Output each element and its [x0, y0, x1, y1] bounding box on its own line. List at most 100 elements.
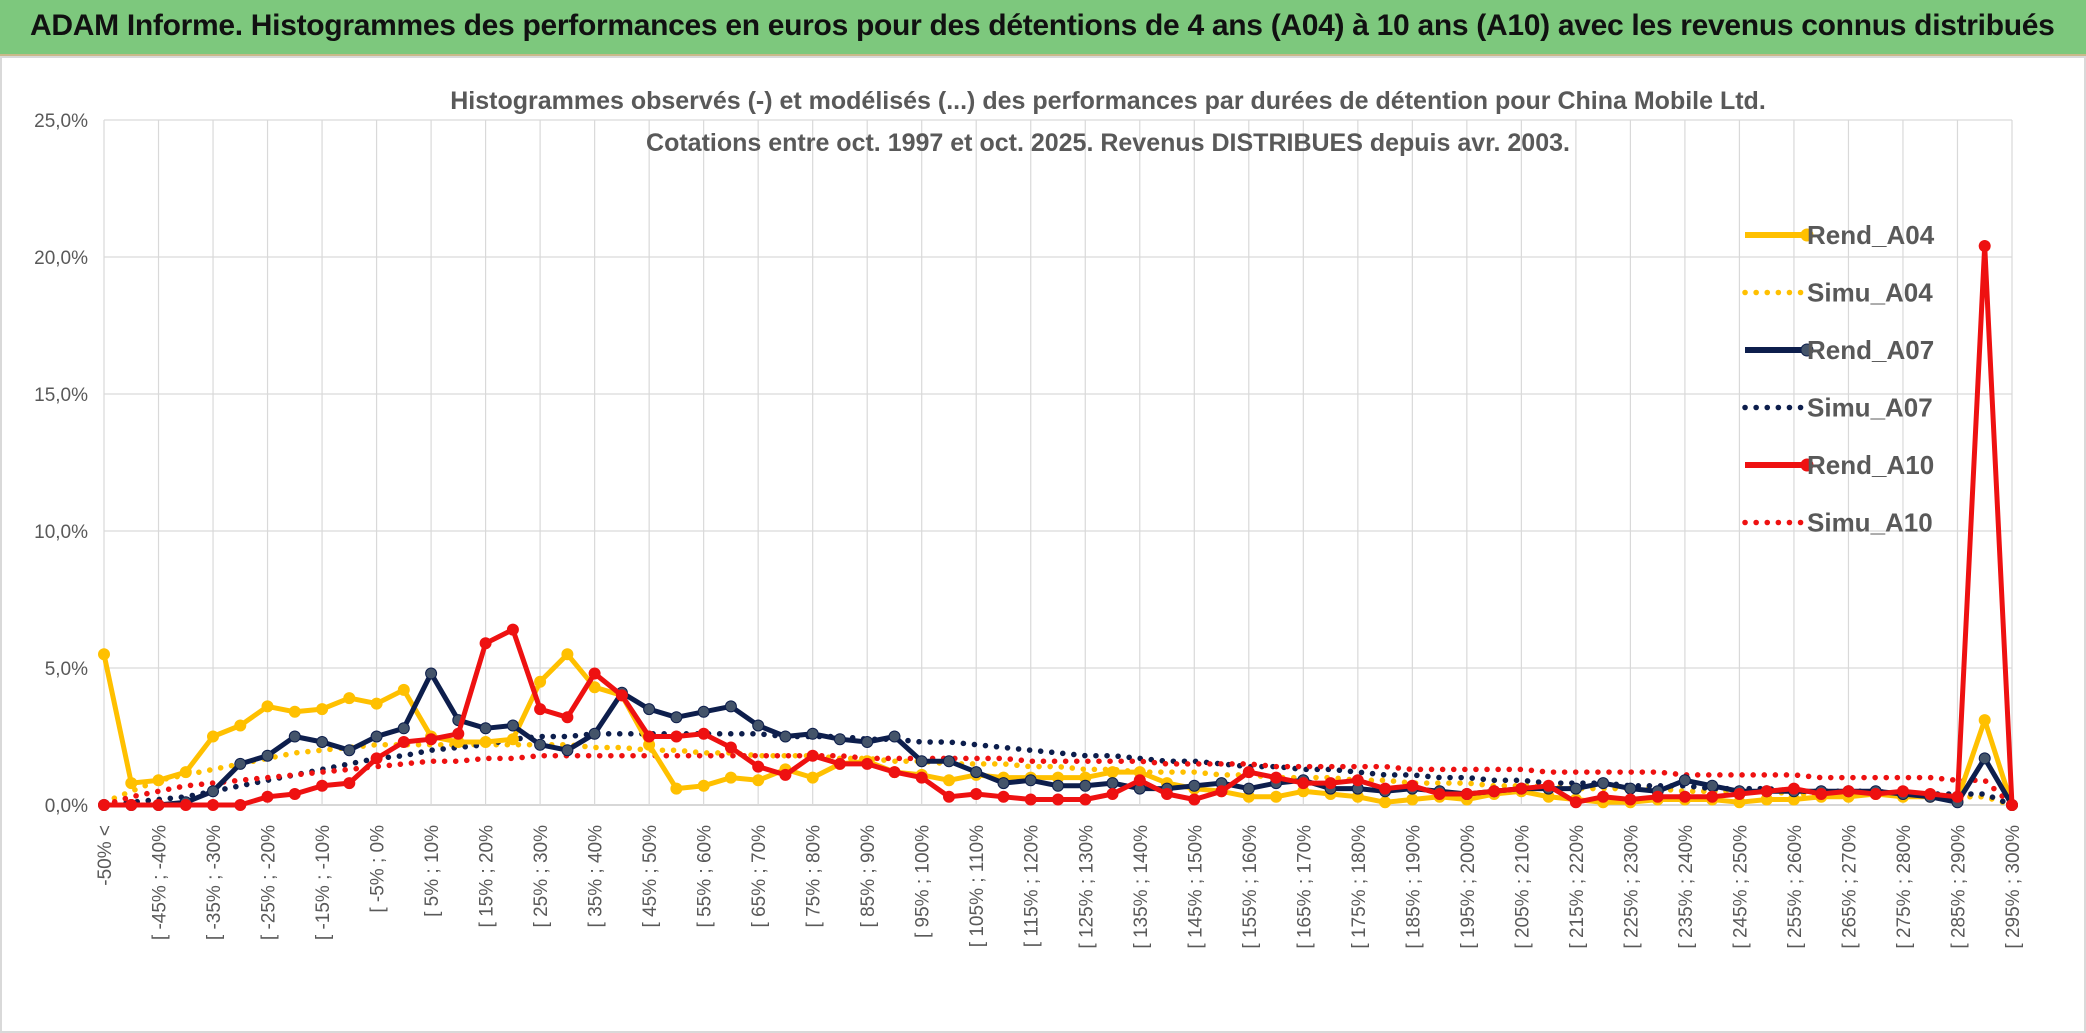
data-point — [1188, 779, 1201, 792]
data-point — [534, 703, 547, 716]
data-point — [370, 697, 383, 710]
x-tick-label: [ 195% ; 200% — [1458, 825, 1479, 949]
data-point — [943, 774, 955, 787]
legend-item-simu_a04: Simu_A04 — [1742, 278, 1933, 308]
data-point — [370, 730, 383, 743]
data-point — [1406, 779, 1419, 792]
data-point — [288, 788, 301, 800]
y-tick-label: 15,0% — [34, 385, 88, 406]
data-point — [397, 736, 410, 748]
data-point — [1542, 779, 1555, 792]
data-point — [397, 683, 410, 696]
data-point — [1242, 782, 1255, 795]
legend-item-rend_a07: Rend_A07 — [1745, 335, 1934, 365]
data-point — [1052, 793, 1064, 806]
data-point — [752, 719, 765, 732]
data-point — [1951, 790, 1964, 803]
x-tick-label: [ 15% ; 20% — [477, 825, 498, 928]
data-point — [1406, 793, 1419, 806]
data-point — [261, 700, 274, 713]
data-point — [970, 788, 983, 800]
data-point — [1624, 782, 1637, 795]
data-point — [861, 757, 874, 770]
data-point — [1787, 782, 1800, 795]
x-tick-label: [ 45% ; 50% — [640, 825, 661, 928]
y-tick-label: 10,0% — [34, 522, 88, 543]
data-point — [125, 777, 138, 790]
x-tick-label: [ 135% ; 140% — [1131, 825, 1152, 949]
data-point — [752, 774, 765, 787]
x-tick-label: [ 85% ; 90% — [858, 825, 879, 928]
y-tick-label: 0,0% — [45, 796, 88, 817]
x-tick-label: [ 145% ; 150% — [1185, 825, 1206, 949]
data-point — [724, 771, 737, 784]
x-tick-label: [ 235% ; 240% — [1676, 825, 1697, 949]
y-tick-label: 20,0% — [34, 248, 88, 269]
data-point — [970, 766, 983, 779]
data-point — [588, 681, 601, 694]
data-point — [288, 730, 301, 743]
x-axis-ticks: -50% < [ -45% ; -40% [ -35% ; -30% [ -25% ;… — [95, 825, 2024, 949]
data-point — [806, 771, 819, 784]
report-banner: ADAM Informe. Histogrammes des performan… — [0, 0, 2086, 56]
series-line — [101, 752, 2015, 808]
series-simu_a10 — [101, 752, 2015, 808]
data-point — [997, 777, 1010, 790]
x-tick-label: [ 175% ; 180% — [1349, 825, 1370, 949]
data-point — [1106, 766, 1119, 779]
series-line — [101, 741, 2015, 808]
data-point — [1597, 790, 1610, 803]
data-point — [1079, 779, 1092, 792]
data-point — [316, 779, 329, 792]
data-point — [888, 730, 901, 743]
data-point — [752, 760, 765, 773]
x-tick-label: [ 75% ; 80% — [804, 825, 825, 928]
data-point — [861, 736, 874, 748]
data-point — [1024, 774, 1037, 787]
legend-marker — [1800, 458, 1814, 472]
data-point — [643, 703, 656, 716]
data-point — [288, 705, 301, 718]
data-point — [506, 733, 519, 746]
x-tick-label: [ 65% ; 70% — [749, 825, 770, 928]
legend-item-rend_a04: Rend_A04 — [1745, 220, 1935, 250]
series-line — [104, 243, 2015, 808]
data-point — [506, 623, 519, 636]
data-point — [1706, 790, 1719, 803]
data-point — [479, 736, 492, 748]
data-point — [125, 799, 138, 811]
chart-series — [98, 240, 2018, 811]
x-tick-label: [ 35% ; 40% — [586, 825, 607, 928]
data-point — [1324, 777, 1337, 790]
data-point — [1569, 782, 1582, 795]
x-tick-label: [ 125% ; 130% — [1076, 825, 1097, 949]
series-rend_a07 — [98, 667, 2018, 811]
chart-title-line1: Histogrammes observés (-) et modélisés (… — [450, 87, 1766, 115]
data-point — [534, 675, 547, 688]
x-tick-label: [ -35% ; -30% — [204, 825, 225, 940]
data-point — [1978, 714, 1991, 727]
data-point — [98, 648, 110, 661]
data-point — [343, 692, 356, 705]
data-point — [1270, 771, 1283, 784]
x-tick-label: [ 225% ; 230% — [1621, 825, 1642, 949]
legend-item-simu_a10: Simu_A10 — [1742, 508, 1933, 538]
data-point — [207, 799, 219, 811]
data-point — [1161, 788, 1173, 800]
data-point — [888, 766, 901, 779]
data-point — [943, 755, 955, 768]
data-point — [670, 730, 683, 743]
data-point — [588, 667, 601, 680]
data-point — [2006, 799, 2018, 811]
data-point — [1052, 779, 1064, 792]
data-point — [779, 768, 792, 781]
data-point — [915, 755, 928, 768]
data-point — [316, 703, 329, 716]
data-point — [1460, 788, 1473, 800]
x-tick-label: [ 215% ; 220% — [1567, 825, 1588, 949]
legend-marker — [1800, 343, 1814, 357]
data-point — [915, 771, 928, 784]
data-point — [234, 719, 247, 732]
data-point — [1897, 785, 1909, 798]
data-point — [1678, 774, 1691, 787]
